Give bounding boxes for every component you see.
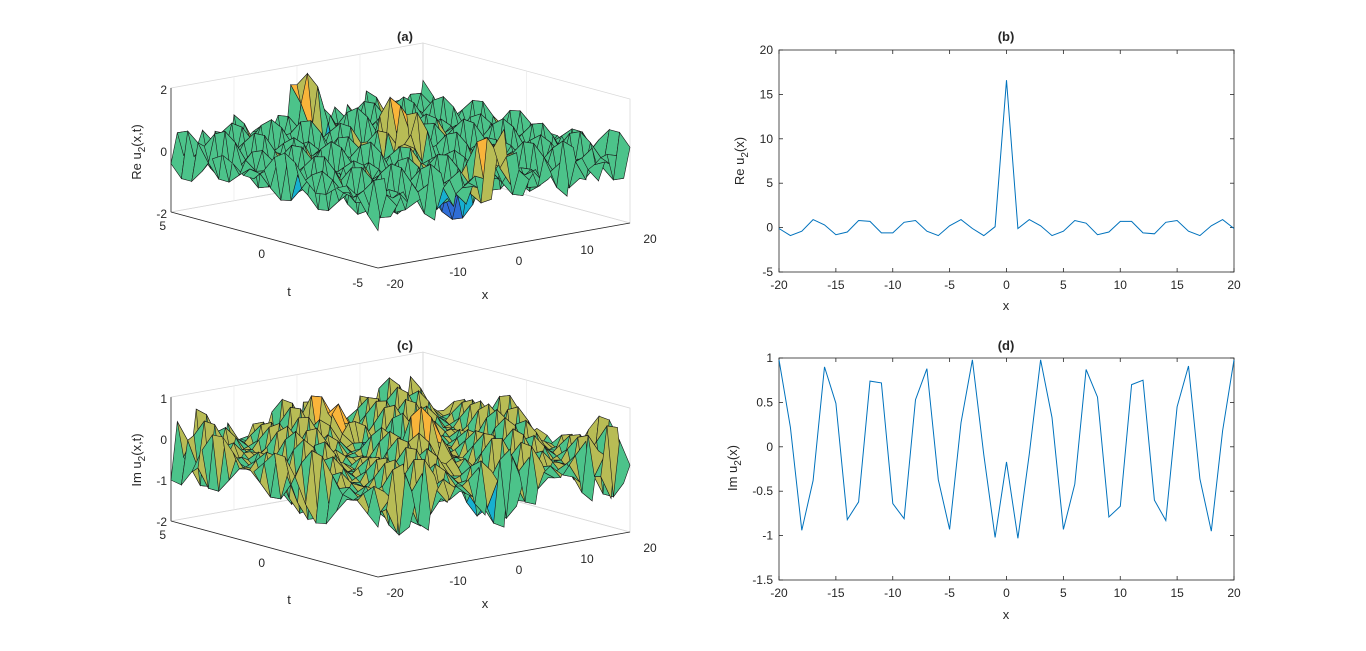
panel-b-x-tick-label: 20	[1227, 278, 1241, 292]
panel-c-t-tick: 5	[159, 528, 166, 542]
panel-c-t-tick: 0	[258, 556, 265, 570]
panel-a-x-tick: 10	[580, 243, 594, 257]
panel-d-y-tick-label: 0	[766, 440, 773, 454]
panel-a-x-axis	[377, 222, 631, 269]
panel-a-x-label: x	[482, 287, 489, 302]
panel-a-x-tick: -10	[449, 265, 467, 279]
panel-d-y-tick-label: -1	[762, 529, 773, 543]
panel-b-y-tick-label: 10	[760, 132, 774, 146]
panel-d-x-tick-label: -10	[884, 586, 902, 600]
panel-d-y-tick-label: 0.5	[756, 395, 773, 409]
panel-a-t-ticks: 5 0 -5	[159, 219, 363, 290]
panel-d-series-line	[778, 359, 1235, 539]
panel-d-line-plot: (d) -20 -15 -10 -5 0 5 10 15 20 -1.5 -1 -0.5 0 0.5 1 x…	[725, 338, 1241, 622]
panel-b-y-tick-label: 5	[766, 176, 773, 190]
panel-a-t-tick: 5	[159, 219, 166, 233]
panel-b-y-tick-label: 20	[760, 43, 774, 57]
panel-a-surface-plot: (a) 2 0 -2 5 0 -5 -20 -10 0 10 20 x t Re…	[129, 29, 657, 302]
panel-b-x-tick-label: -20	[770, 278, 788, 292]
panel-c-z-label: Im u2(x,t)	[129, 433, 148, 486]
panel-c-surface	[170, 375, 631, 536]
panel-b-title: (b)	[998, 29, 1015, 44]
panel-a-x-tick: -20	[386, 277, 404, 291]
panel-b-y-tick-label: 15	[760, 87, 774, 101]
panel-a-z-ticks: 2 0 -2	[156, 83, 167, 221]
panel-d-x-label: x	[1003, 607, 1010, 622]
panel-b-x-tick-label: 15	[1170, 278, 1184, 292]
panel-a-t-tick: 0	[258, 247, 265, 261]
panel-b-y-tick-label: -5	[762, 265, 773, 279]
panel-d-y-tick-label: -1.5	[752, 573, 773, 587]
panel-c-t-axis	[170, 520, 379, 578]
panel-c-z-tick: 1	[160, 392, 167, 406]
panel-d-y-tick-label: 1	[766, 351, 773, 365]
panel-d-y-tick-label: -0.5	[752, 484, 773, 498]
panel-a-surface-patch	[613, 131, 631, 181]
panel-a-x-tick: 20	[643, 232, 657, 246]
panel-c-x-tick: 0	[516, 563, 523, 577]
panel-b-x-tick-label: -5	[944, 278, 955, 292]
panel-d-plot-area: -20 -15 -10 -5 0 5 10 15 20 -1.5 -1 -0.5 0 0.5 1	[752, 351, 1241, 600]
panel-d-x-tick-label: 20	[1227, 586, 1241, 600]
panel-d-y-label: Im u2(x)	[725, 445, 744, 491]
panel-a-x-tick: 0	[516, 254, 523, 268]
panel-b-x-tick-label: 0	[1003, 278, 1010, 292]
panel-b-x-tick-label: 5	[1060, 278, 1067, 292]
panel-c-x-tick: -20	[386, 586, 404, 600]
panel-a-surface	[170, 72, 631, 232]
panel-a-t-label: t	[287, 284, 291, 299]
panel-b-x-label: x	[1003, 298, 1010, 313]
panel-a-z-tick: -2	[156, 207, 167, 221]
panel-c-x-label: x	[482, 596, 489, 611]
panel-d-x-tick-label: -15	[827, 586, 845, 600]
panel-b-plot-area: -20 -15 -10 -5 0 5 10 15 20 -5 0 5 10 15 20	[760, 43, 1241, 292]
panel-a-t-tick: -5	[352, 276, 363, 290]
panel-c-z-tick: -1	[156, 474, 167, 488]
panel-a-x-ticks: -20 -10 0 10 20	[386, 232, 657, 291]
panel-b-x-tick-label: 10	[1114, 278, 1128, 292]
panel-c-t-tick: -5	[352, 585, 363, 599]
panel-d-x-tick-label: 15	[1170, 586, 1184, 600]
panel-d-x-tick-label: -5	[944, 586, 955, 600]
panel-d-axes-frame	[778, 357, 1235, 581]
panel-c-t-ticks: 5 0 -5	[159, 528, 363, 599]
panel-c-x-tick: 10	[580, 552, 594, 566]
panel-c-z-tick: 0	[160, 433, 167, 447]
panel-b-y-label: Re u2(x)	[732, 137, 751, 185]
panel-d-title: (d)	[998, 338, 1015, 353]
panel-a-z-tick: 0	[160, 145, 167, 159]
panel-b-line-plot: (b) -20 -15 -10 -5 0 5 10 15 20 -5 0 5 10 15 20 x Re u…	[732, 29, 1241, 313]
panel-c-x-tick: -10	[449, 574, 467, 588]
panel-b-x-tick-label: -15	[827, 278, 845, 292]
panel-a-t-axis	[170, 211, 379, 269]
panel-a-z-tick: 2	[160, 83, 167, 97]
panel-c-surface-patch	[612, 439, 631, 498]
panel-d-x-tick-label: 5	[1060, 586, 1067, 600]
panel-c-t-label: t	[287, 592, 291, 607]
panel-c-title: (c)	[397, 338, 413, 353]
panel-c-z-ticks: 1 0 -1 -2	[156, 392, 167, 529]
panel-d-x-tick-label: 0	[1003, 586, 1010, 600]
panel-c-surface-plot: (c) 1 0 -1 -2 5 0 -5 -20 -10 0 10 20 x t…	[129, 338, 657, 611]
panel-c-x-tick: 20	[643, 541, 657, 555]
panel-b-axes-frame	[778, 49, 1235, 273]
panel-c-x-ticks: -20 -10 0 10 20	[386, 541, 657, 600]
panel-b-y-tick-label: 0	[766, 221, 773, 235]
panel-a-title: (a)	[397, 29, 413, 44]
panel-d-x-tick-label: -20	[770, 586, 788, 600]
panel-b-x-tick-label: -10	[884, 278, 902, 292]
panel-a-z-label: Re u2(x,t)	[129, 124, 148, 179]
panel-c-x-axis	[377, 531, 631, 578]
panel-d-x-tick-label: 10	[1114, 586, 1128, 600]
panel-b-series-line	[778, 80, 1235, 237]
panel-c-z-tick: -2	[156, 515, 167, 529]
